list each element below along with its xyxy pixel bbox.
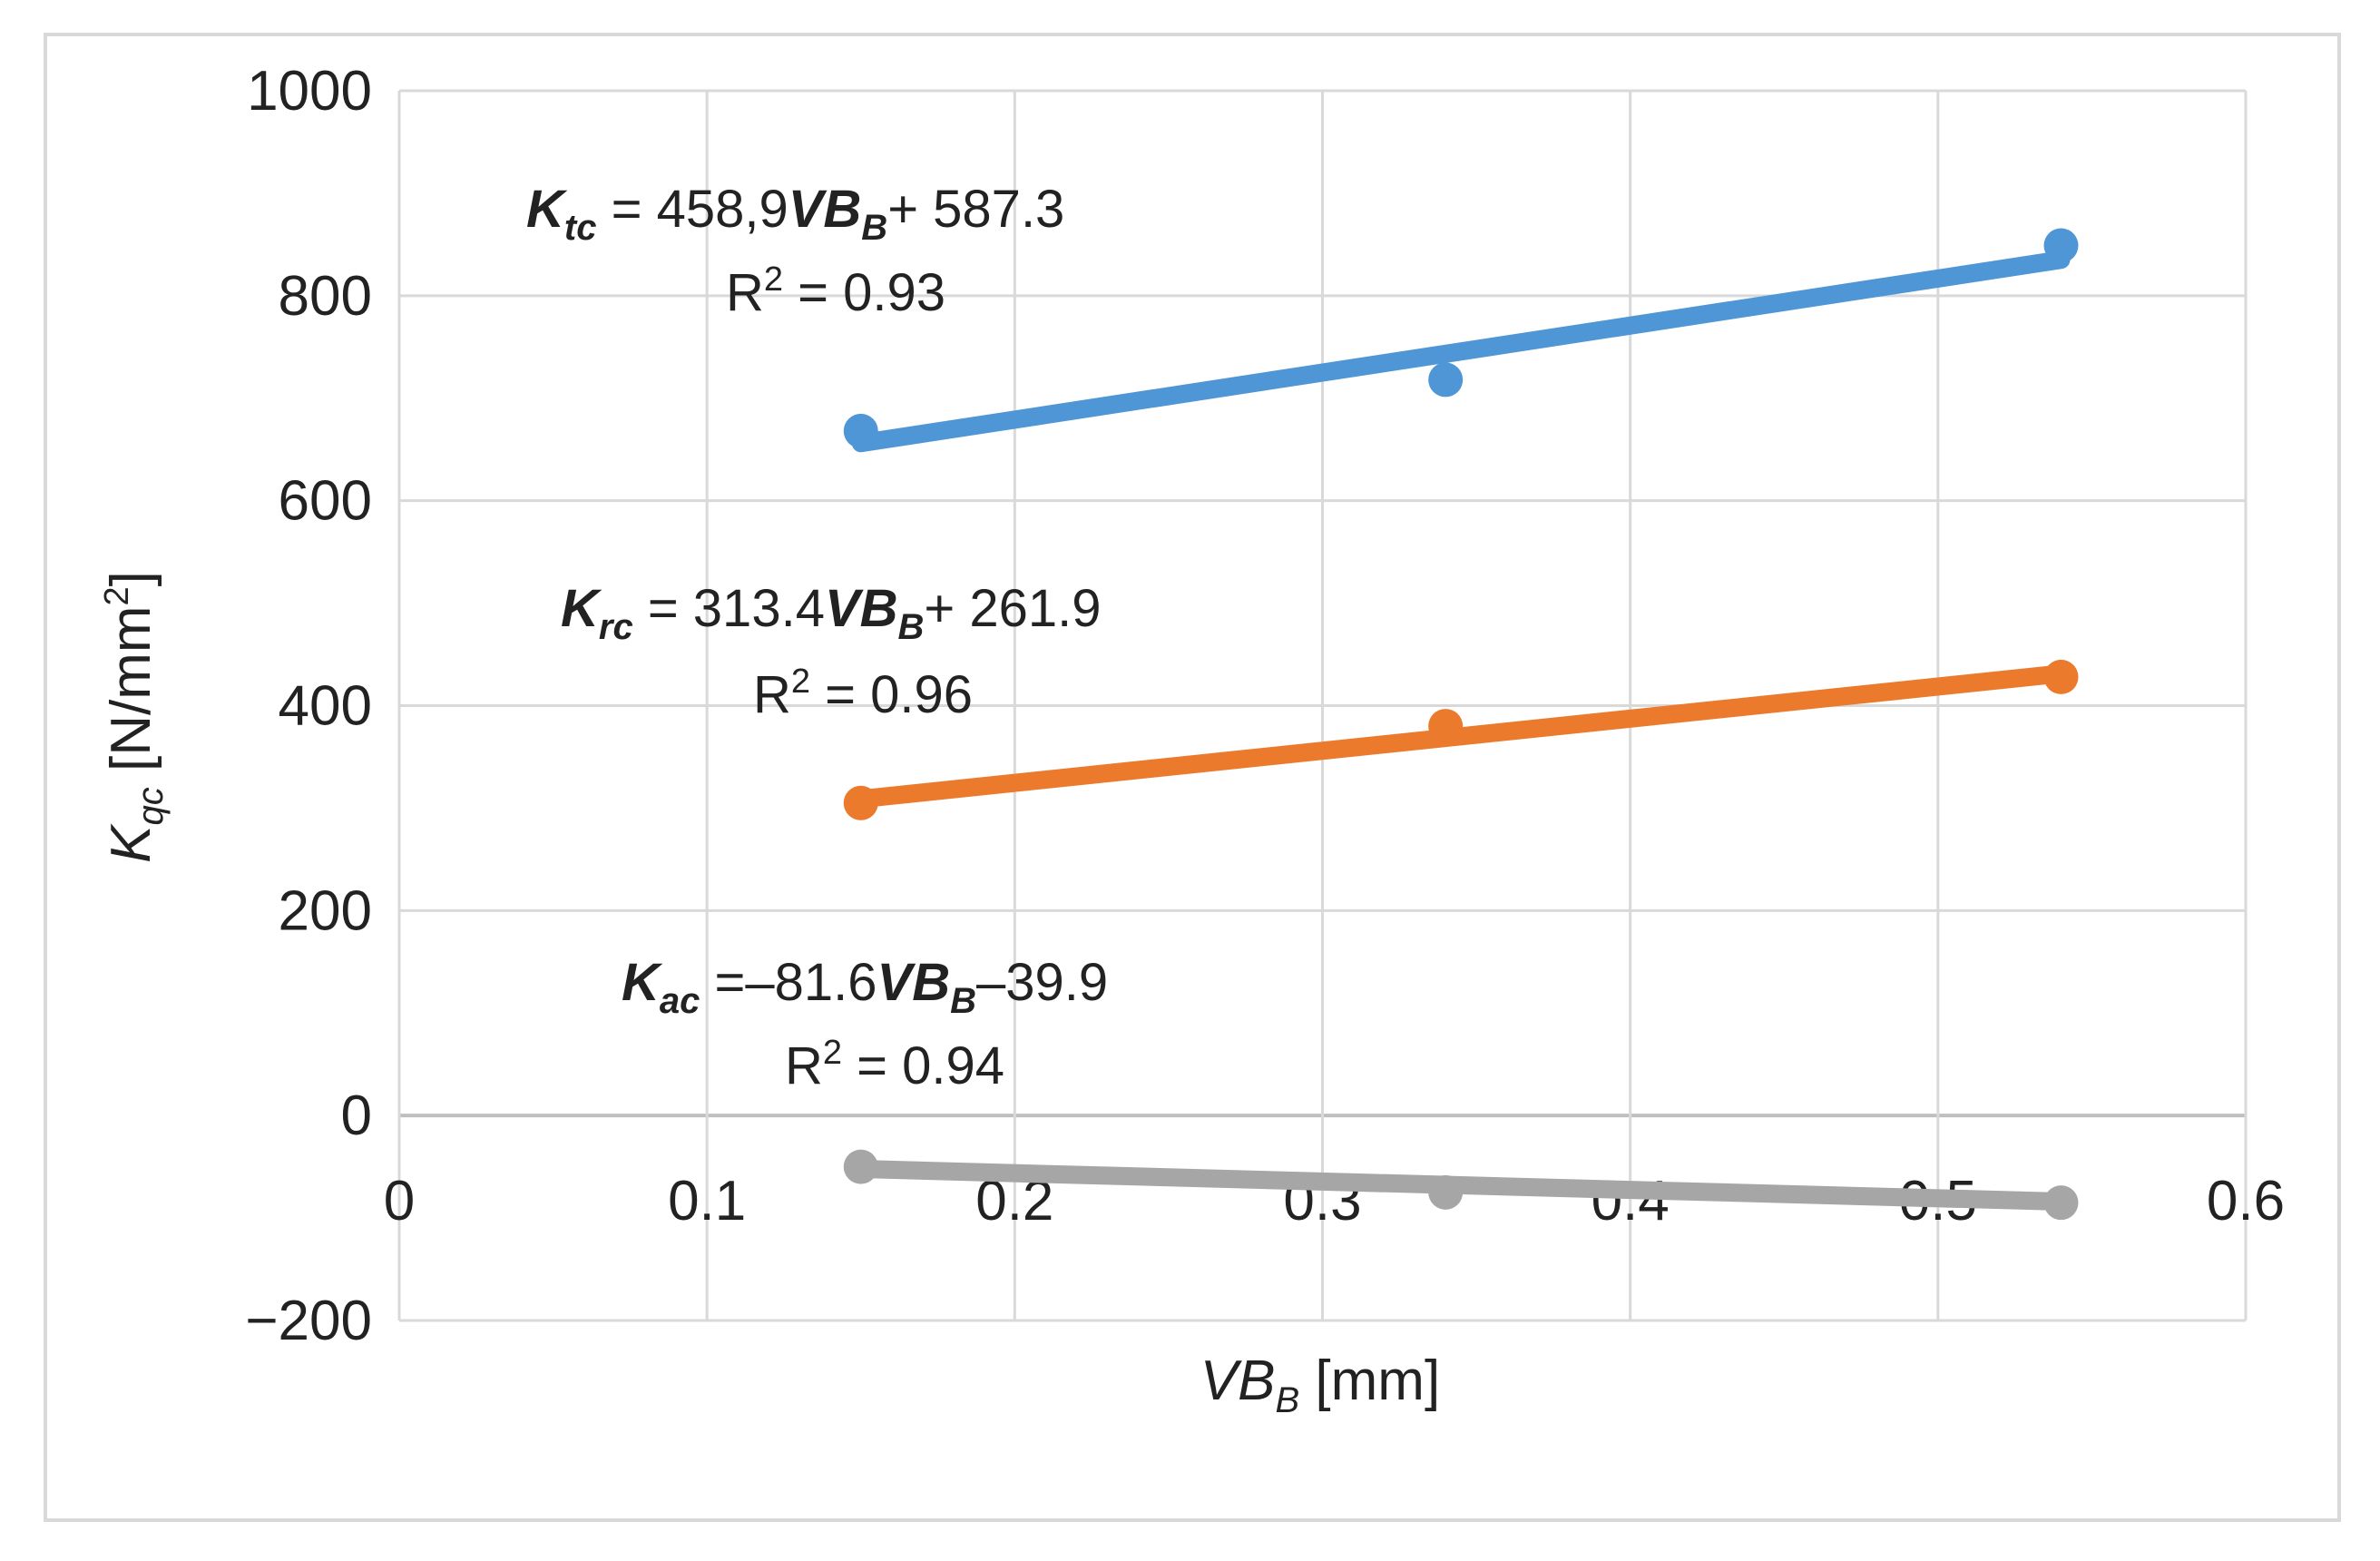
annotation-krc: Krc = 313.4VBB+ 261.9 R2 = 0.96: [561, 579, 1102, 724]
annotation-ktc-equation: Ktc = 458,9VBB+ 587.3: [526, 180, 1064, 248]
data-point-krc: [1428, 709, 1464, 744]
series-layer: [843, 228, 2079, 1221]
y-axis-ticks: 1000 800 600 400 200 0 −200: [245, 60, 372, 1352]
data-point-kac: [843, 1149, 878, 1184]
data-point-ktc: [2043, 228, 2079, 263]
annotation-ktc: Ktc = 458,9VBB+ 587.3 R2 = 0.93: [526, 180, 1064, 322]
x-tick-label: 0.4: [1592, 1170, 1670, 1232]
y-tick-label: 0: [341, 1085, 372, 1147]
annotation-kac: Kac =–81.6VBB–39.9 R2 = 0.94: [622, 953, 1108, 1095]
data-point-ktc: [843, 413, 878, 448]
y-tick-label: 200: [279, 879, 372, 942]
data-point-krc: [843, 785, 878, 820]
data-point-ktc: [1428, 362, 1464, 398]
x-tick-label: 0: [384, 1170, 415, 1232]
trendline-krc: [851, 664, 2071, 809]
x-axis-title: VBB [mm]: [1200, 1350, 1440, 1420]
x-tick-label: 0.1: [668, 1170, 746, 1232]
annotation-ktc-r2: R2 = 0.93: [726, 260, 945, 322]
data-point-krc: [2043, 659, 2079, 694]
data-point-kac: [2043, 1185, 2079, 1221]
x-tick-label: 0.6: [2207, 1170, 2285, 1232]
y-tick-label: 600: [279, 470, 372, 533]
annotation-krc-r2: R2 = 0.96: [753, 663, 973, 724]
gridlines: [397, 89, 2248, 1322]
y-axis-title: Kqc [N/mm2]: [98, 571, 171, 863]
y-tick-label: −200: [245, 1290, 372, 1352]
data-point-kac: [1428, 1174, 1464, 1210]
chart-border: [44, 33, 2341, 1522]
annotation-kac-r2: R2 = 0.94: [785, 1034, 1004, 1095]
y-tick-label: 400: [279, 675, 372, 738]
y-tick-label: 1000: [247, 60, 372, 123]
annotation-krc-equation: Krc = 313.4VBB+ 261.9: [561, 579, 1102, 647]
annotation-kac-equation: Kac =–81.6VBB–39.9: [622, 953, 1108, 1021]
trendline-ktc: [851, 250, 2071, 453]
y-tick-label: 800: [279, 265, 372, 328]
